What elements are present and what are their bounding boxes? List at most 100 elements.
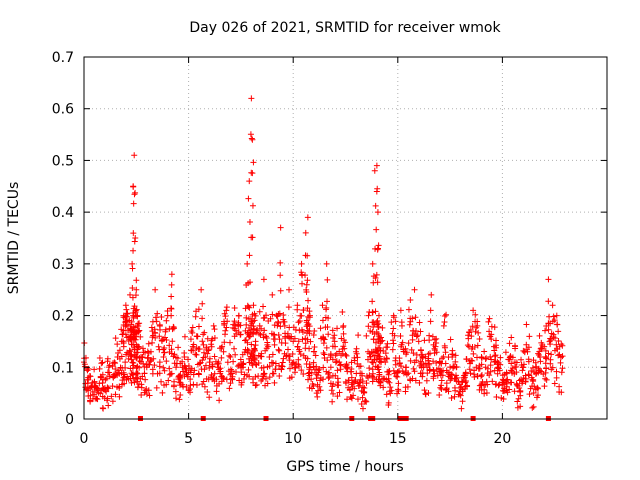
data-point bbox=[470, 307, 477, 314]
data-point-cloud bbox=[394, 390, 401, 397]
data-point-cloud bbox=[359, 384, 366, 391]
data-point-cloud bbox=[305, 376, 312, 383]
data-point-cloud bbox=[506, 386, 513, 393]
x-tick-label: 0 bbox=[80, 431, 89, 447]
data-point-cloud bbox=[92, 384, 99, 391]
data-point-cloud bbox=[262, 375, 269, 382]
data-point-cloud bbox=[340, 343, 347, 350]
data-point-cloud bbox=[231, 305, 238, 312]
data-point-cloud bbox=[336, 348, 343, 355]
data-point-cloud bbox=[458, 383, 465, 390]
data-point-cloud bbox=[302, 340, 309, 347]
data-point-cloud bbox=[345, 377, 352, 384]
data-point-cloud bbox=[398, 341, 405, 348]
data-point-cloud bbox=[288, 374, 295, 381]
data-point-cloud bbox=[135, 329, 142, 336]
data-point-spike bbox=[298, 269, 305, 276]
data-point-cloud bbox=[252, 342, 259, 349]
data-point bbox=[134, 312, 141, 319]
data-point-cloud bbox=[491, 324, 498, 331]
data-point-cloud bbox=[382, 350, 389, 357]
data-point-cloud bbox=[523, 341, 530, 348]
data-point-cloud bbox=[508, 379, 515, 386]
data-point-cloud bbox=[487, 368, 494, 375]
data-point-cloud bbox=[397, 307, 404, 314]
data-point-cloud bbox=[295, 338, 302, 345]
data-point-cloud bbox=[292, 365, 299, 372]
data-point-cloud bbox=[375, 363, 382, 370]
data-point-cloud bbox=[280, 311, 287, 318]
data-point-cloud bbox=[209, 335, 216, 342]
data-point-cloud bbox=[159, 337, 166, 344]
data-point-cloud bbox=[187, 382, 194, 389]
data-point-cloud bbox=[104, 385, 111, 392]
data-point-cloud bbox=[383, 355, 390, 362]
data-point bbox=[553, 312, 560, 319]
data-point-cloud bbox=[256, 330, 263, 337]
data-point-spike bbox=[304, 277, 311, 284]
data-point-cloud bbox=[320, 364, 327, 371]
data-point-cloud bbox=[334, 393, 341, 400]
data-point-spike bbox=[545, 320, 552, 327]
data-point-cloud bbox=[206, 364, 213, 371]
data-point-cloud bbox=[263, 345, 270, 352]
data-point-cloud bbox=[551, 335, 558, 342]
data-point-cloud bbox=[188, 347, 195, 354]
data-point-cloud bbox=[139, 345, 146, 352]
data-point-cloud bbox=[145, 340, 152, 347]
data-point-cloud bbox=[330, 381, 337, 388]
data-point-cloud bbox=[375, 320, 382, 327]
data-point-cloud bbox=[183, 384, 190, 391]
data-point-cloud bbox=[517, 388, 524, 395]
data-point-cloud bbox=[162, 328, 169, 335]
data-point-cloud bbox=[116, 347, 123, 354]
data-point bbox=[160, 353, 167, 360]
data-point bbox=[378, 338, 385, 345]
data-point-cloud bbox=[419, 355, 426, 362]
data-point-cloud bbox=[360, 405, 367, 412]
data-point bbox=[415, 338, 422, 345]
data-point-cloud bbox=[430, 367, 437, 374]
data-point-cloud bbox=[441, 342, 448, 349]
data-point-cloud bbox=[413, 351, 420, 358]
data-point-cloud bbox=[283, 352, 290, 359]
data-point-cloud bbox=[403, 349, 410, 356]
data-point-cloud bbox=[474, 342, 481, 349]
data-point-cloud bbox=[520, 347, 527, 354]
data-point-cloud bbox=[200, 354, 207, 361]
data-point-cloud bbox=[512, 343, 519, 350]
data-point-cloud bbox=[139, 354, 146, 361]
data-point-cloud bbox=[263, 312, 270, 319]
data-point-cloud bbox=[130, 371, 137, 378]
data-point-cloud bbox=[85, 376, 92, 383]
data-point-cloud bbox=[173, 354, 180, 361]
data-point-cloud bbox=[330, 390, 337, 397]
data-point-cloud bbox=[200, 378, 207, 385]
data-point-cloud bbox=[369, 378, 376, 385]
axis-ticks: 0 0.1 0.2 0.3 0.4 0.5 0.6 0.7 0 5 10 15 20 bbox=[52, 50, 607, 447]
y-tick-label: 0.7 bbox=[52, 50, 74, 66]
data-point bbox=[277, 224, 284, 231]
data-point-cloud bbox=[136, 357, 143, 364]
data-point-cloud bbox=[181, 333, 188, 340]
data-point-cloud bbox=[99, 393, 106, 400]
data-point-cloud bbox=[359, 378, 366, 385]
data-point-cloud bbox=[300, 352, 307, 359]
data-point-cloud bbox=[196, 360, 203, 367]
data-point-cloud bbox=[542, 347, 549, 354]
y-tick-label: 0.3 bbox=[52, 257, 74, 273]
data-point-cloud bbox=[558, 389, 565, 396]
data-point-cloud bbox=[112, 335, 119, 342]
data-point-cloud bbox=[540, 371, 547, 378]
data-point-cloud bbox=[553, 341, 560, 348]
data-point-cloud bbox=[368, 348, 375, 355]
data-point-cloud bbox=[414, 332, 421, 339]
data-point bbox=[133, 286, 140, 293]
data-point-cloud bbox=[296, 317, 303, 324]
data-point-cloud bbox=[554, 321, 561, 328]
data-point-cloud bbox=[425, 357, 432, 364]
data-point-cloud bbox=[110, 373, 117, 380]
data-point-cloud bbox=[499, 381, 506, 388]
data-point bbox=[382, 359, 389, 366]
data-point-cloud bbox=[553, 368, 560, 375]
